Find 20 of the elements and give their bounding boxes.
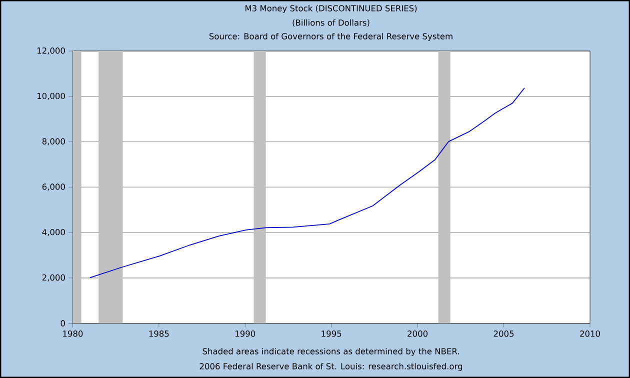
chart-subtitle: (Billions of Dollars) — [292, 19, 370, 27]
y-tick-label: 12,000 — [37, 47, 65, 55]
x-tick-label: 2000 — [408, 330, 428, 337]
x-tick-label: 1990 — [236, 330, 256, 337]
text: Shaded areas indicate recessions as determined by the NBER. — [202, 348, 459, 356]
y-tick-label: 6,000 — [42, 184, 65, 191]
y-tick-label: 8,000 — [42, 138, 65, 146]
x-tick-label: 1980 — [63, 330, 83, 337]
y-tick-label: 10,000 — [37, 92, 65, 100]
x-tick-label: 2005 — [494, 330, 514, 337]
line-series — [90, 88, 525, 278]
chart-title: M3 Money Stock (DISCONTINUED SERIES) — [246, 5, 417, 13]
y-tick-label: 2,000 — [42, 274, 65, 282]
x-tick-label: 1985 — [149, 330, 169, 337]
x-tick-label: 1995 — [322, 330, 342, 337]
text: 2006 Federal Reserve Bank of St. Louis: research.stlouisfed.org — [200, 363, 462, 371]
y-tick-label: 4,000 — [42, 228, 65, 236]
source-note: Source: Board of Governors of the Federal Reserve System — [209, 33, 452, 41]
x-tick-label: 2010 — [580, 330, 600, 337]
y-tick-label: 0 — [60, 320, 65, 326]
